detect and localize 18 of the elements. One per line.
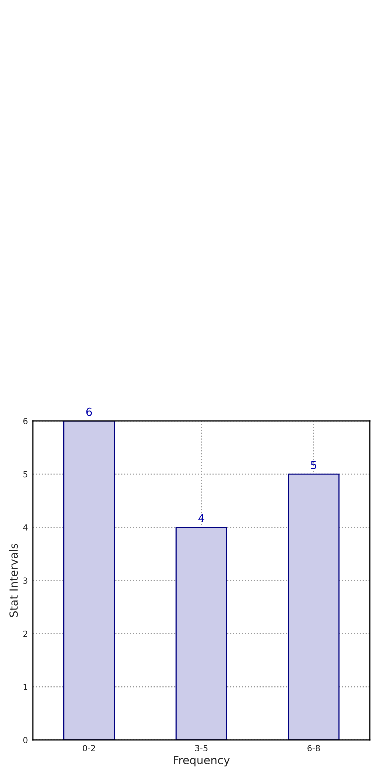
bar — [176, 526, 228, 740]
y-tick-label: 3 — [24, 578, 28, 584]
y-tick-label: 4 — [23, 524, 28, 531]
y-tick-label: 0 — [24, 737, 28, 744]
y-tick-label: 2 — [24, 630, 28, 638]
x-tick-label: 6-8 — [308, 745, 320, 752]
data-label: 4 — [198, 514, 205, 522]
y-tick-label: 1 — [24, 684, 28, 690]
y-tick-label: 6 — [24, 418, 28, 424]
bar — [63, 421, 116, 740]
x-tick-label: 3-5 — [195, 745, 208, 752]
x-axis-title: Frequency — [174, 756, 230, 767]
data-label: 5 — [311, 461, 317, 470]
bar — [288, 474, 340, 740]
y-tick-label: 5 — [24, 471, 28, 478]
data-label: 6 — [86, 408, 92, 416]
x-tick-label: 0-2 — [83, 745, 96, 752]
y-axis-title: Stat Intervals — [9, 544, 18, 618]
